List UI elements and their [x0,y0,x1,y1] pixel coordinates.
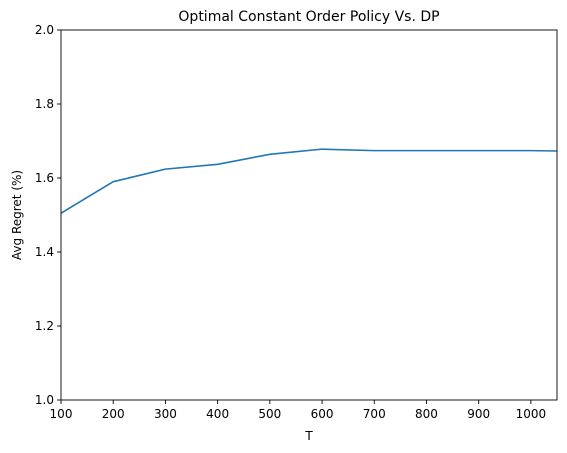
plot-area [60,29,558,401]
x-axis-ticks: 100 200 300 400 500 600 700 800 900 1000 [50,400,547,421]
y-tick-label: 1.6 [35,171,54,185]
y-axis-ticks: 1.0 1.2 1.4 1.6 1.8 2.0 [35,23,61,407]
x-tick-label: 200 [102,407,125,421]
x-tick-label: 1000 [516,407,547,421]
x-tick-label: 300 [154,407,177,421]
x-tick-label: 800 [415,407,438,421]
y-tick-label: 2.0 [35,23,54,37]
y-tick-label: 1.4 [35,245,54,259]
axes-frame [60,29,558,401]
y-axis-label: Avg Regret (%) [10,170,24,260]
y-tick-label: 1.0 [35,393,54,407]
x-tick-label: 700 [363,407,386,421]
series-line-0 [60,148,558,214]
x-axis-label: T [304,429,313,443]
chart-title: Optimal Constant Order Policy Vs. DP [178,9,439,25]
x-tick-label: 100 [50,407,73,421]
y-tick-label: 1.8 [35,97,54,111]
x-tick-label: 500 [258,407,281,421]
y-tick-label: 1.2 [35,319,54,333]
x-tick-label: 400 [206,407,229,421]
x-tick-label: 900 [467,407,490,421]
x-tick-label: 600 [311,407,334,421]
